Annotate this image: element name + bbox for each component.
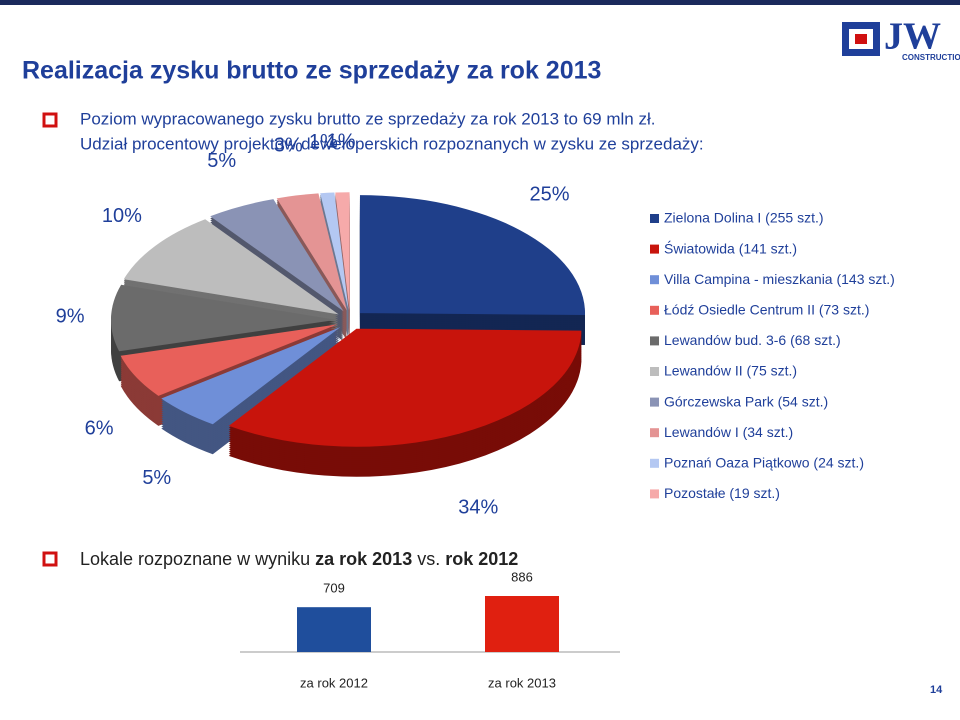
text-bold: za rok 2013: [315, 549, 412, 569]
data-label: 3%: [274, 135, 303, 157]
bullet-icon: [42, 551, 58, 567]
legend-swatch: [650, 489, 659, 499]
x-tick-label: za rok 2013: [488, 675, 556, 690]
data-label: 886: [511, 569, 533, 584]
bullet-icon: [42, 112, 58, 128]
legend-swatch: [650, 305, 659, 315]
pie-slice: [335, 192, 350, 311]
legend-label: Górczewska Park (54 szt.): [664, 393, 828, 409]
top-bar: [0, 0, 960, 5]
bullet-text: Lokale rozpoznane w wyniku za rok 2013 v…: [80, 549, 518, 569]
pie-slice: [210, 199, 344, 312]
pie-slice: [228, 328, 582, 447]
pie-slice: [359, 195, 585, 315]
data-label: 25%: [530, 183, 570, 205]
logo-sub: CONSTRUCTION: [902, 53, 960, 62]
legend-swatch: [650, 214, 659, 223]
x-tick-label: za rok 2012: [300, 675, 368, 690]
slice-side: [320, 198, 349, 317]
legend-swatch: [650, 397, 659, 407]
pie-slice: [120, 324, 338, 396]
data-label: 34%: [458, 496, 498, 518]
legend-swatch: [650, 336, 659, 346]
legend-label: Lewandów bud. 3-6 (68 szt.): [664, 332, 841, 348]
pie-slice-group: [228, 328, 582, 477]
slice-side: [320, 196, 349, 315]
data-label: 5%: [142, 467, 171, 489]
bar: [297, 607, 371, 652]
page-number: 14: [930, 684, 943, 696]
text-part: Lokale rozpoznane w wyniku: [80, 549, 315, 569]
data-label: 9%: [56, 305, 85, 327]
data-label: 1%: [309, 131, 338, 153]
text-part: vs.: [412, 549, 445, 569]
legend-label: Lewandów I (34 szt.): [664, 424, 793, 440]
logo-mark: JW: [884, 16, 941, 58]
bullet-text: Udział procentowy projektów deweloperski…: [80, 134, 704, 153]
text-bold: rok 2012: [445, 549, 518, 569]
bar: [485, 596, 559, 652]
pie-slice-group: [359, 195, 585, 345]
legend-label: Zielona Dolina I (255 szt.): [664, 210, 824, 226]
legend-swatch: [650, 458, 659, 468]
data-label: 5%: [207, 150, 236, 172]
pie-slice: [161, 327, 341, 425]
legend-label: Lewandów II (75 szt.): [664, 363, 797, 379]
data-label: 709: [323, 581, 345, 596]
logo: JW CONSTRUCTION: [842, 16, 960, 62]
legend-label: Łódź Osiedle Centrum II (73 szt.): [664, 302, 869, 318]
legend-swatch: [650, 367, 659, 376]
legend-label: Światowida (141 szt.): [664, 239, 797, 256]
legend-swatch: [650, 244, 659, 254]
legend-label: Villa Campina - mieszkania (143 szt.): [664, 271, 895, 287]
pie-slice: [111, 284, 337, 352]
data-label: 10%: [102, 205, 142, 227]
legend-swatch: [650, 428, 659, 438]
slide-title: Realizacja zysku brutto ze sprzedaży za …: [22, 57, 601, 85]
legend-swatch: [650, 275, 659, 285]
legend-label: Poznań Oaza Piątkowo (24 szt.): [664, 455, 864, 471]
data-label: 6%: [85, 417, 114, 439]
bullet-text: Poziom wypracowanego zysku brutto ze spr…: [80, 109, 655, 128]
pie-slice-group: [123, 219, 339, 345]
logo-core: [855, 34, 867, 44]
pie-slice: [123, 219, 339, 315]
legend-label: Pozostałe (19 szt.): [664, 485, 780, 501]
data-label: 1%: [327, 130, 356, 152]
pie-slice: [320, 192, 349, 311]
pie-slice: [276, 193, 347, 311]
slice-side: [320, 194, 349, 313]
